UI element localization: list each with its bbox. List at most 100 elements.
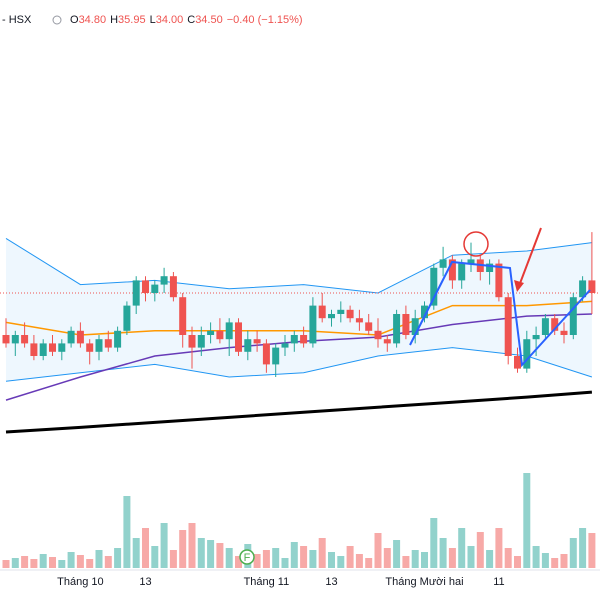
candle-body: [365, 322, 373, 331]
candle-body: [197, 335, 205, 348]
candle-body: [448, 259, 456, 281]
candle-body: [281, 343, 289, 348]
candle-body: [123, 305, 131, 331]
volume-bar: [318, 538, 326, 568]
x-tick-label: Tháng 11: [244, 576, 290, 588]
volume-bar: [225, 548, 233, 568]
arrow-head: [514, 280, 524, 292]
volume-bar: [365, 558, 373, 568]
volume-bar: [169, 550, 177, 568]
volume-bar: [560, 554, 568, 568]
arrow: [518, 227, 542, 287]
ohlc-label: O: [70, 14, 79, 26]
volume-bar: [532, 546, 540, 568]
volume-bar: [86, 559, 94, 568]
candle-body: [151, 284, 159, 293]
volume-bar: [495, 528, 503, 568]
volume-bar: [235, 556, 242, 568]
volume-bar: [76, 555, 84, 568]
volume-bar: [272, 548, 280, 568]
volume-bar: [346, 546, 354, 568]
status-dot: [52, 15, 62, 25]
volume-bar: [151, 546, 159, 568]
candle-body: [402, 314, 410, 335]
volume-bar: [579, 528, 587, 568]
volume-bar: [253, 554, 261, 568]
volume-bar: [300, 546, 308, 568]
volume-bar: [467, 546, 475, 568]
candle-body: [216, 330, 224, 340]
ohlc-value: 34.80: [79, 14, 107, 26]
band-fill: [6, 238, 592, 382]
volume-bar: [21, 556, 29, 568]
volume-bar: [290, 542, 298, 568]
candle-body: [114, 330, 122, 348]
volume-bar: [160, 523, 168, 568]
candle-body: [374, 330, 382, 340]
candle-body: [588, 280, 596, 293]
x-tick-label: 11: [493, 576, 504, 588]
volume-bar: [11, 558, 19, 568]
candle-body: [225, 322, 233, 340]
candle-body: [551, 318, 559, 331]
candle-body: [235, 322, 242, 352]
candle-body: [495, 263, 503, 298]
volume-bar: [430, 518, 438, 568]
candle-body: [355, 318, 363, 323]
volume-bar: [486, 550, 494, 568]
candle-body: [179, 297, 187, 335]
volume-bar: [355, 554, 363, 568]
change: −0.40 (−1.15%): [227, 14, 303, 26]
indicator-line: [5, 237, 592, 294]
candle-body: [579, 280, 587, 298]
ohlc-value: 34.00: [156, 14, 184, 26]
highlight-circle: [463, 231, 489, 257]
volume-bar: [114, 548, 122, 568]
volume-bar: [328, 552, 335, 568]
ohlc-label: C: [187, 14, 195, 26]
candle-body: [309, 305, 317, 344]
candle-body: [541, 318, 549, 335]
volume-bar: [309, 550, 317, 568]
volume-bar: [132, 538, 140, 568]
candle-body: [30, 343, 38, 356]
volume-bar: [58, 560, 66, 568]
candle-body: [86, 343, 94, 352]
volume-bar: [262, 550, 270, 568]
volume-bar: [393, 540, 401, 568]
event-letter: F: [244, 552, 251, 564]
volume: [2, 473, 596, 568]
volume-bar: [67, 552, 75, 568]
candle-body: [11, 335, 19, 344]
volume-bar: [421, 552, 428, 568]
volume-bar: [476, 532, 484, 568]
candle-body: [439, 259, 447, 268]
candle-body: [532, 335, 540, 340]
volume-bar: [551, 558, 559, 568]
x-axis: Tháng 10 13 Tháng 11 13 Tháng Mười hai 11: [57, 576, 504, 588]
candle-body: [383, 339, 391, 344]
volume-bar: [588, 533, 596, 568]
volume-bar: [523, 473, 531, 568]
x-tick-label: Tháng 10: [57, 576, 103, 588]
volume-bar: [216, 543, 224, 568]
volume-bar: [541, 553, 549, 568]
volume-bar: [39, 554, 47, 568]
candle-body: [337, 309, 345, 314]
candle-body: [58, 343, 66, 352]
candle-body: [244, 339, 252, 352]
candle-body: [253, 339, 261, 344]
candle-body: [393, 314, 401, 344]
candle-body: [467, 259, 475, 264]
volume-bar: [2, 560, 10, 568]
candle-body: [290, 335, 298, 344]
candle-body: [346, 309, 354, 319]
candles: [2, 232, 596, 377]
event-marker[interactable]: [239, 549, 255, 565]
volume-bar: [207, 540, 215, 568]
trend-drawing: [409, 260, 591, 368]
candle-body: [188, 335, 196, 348]
candle-body: [318, 305, 326, 319]
